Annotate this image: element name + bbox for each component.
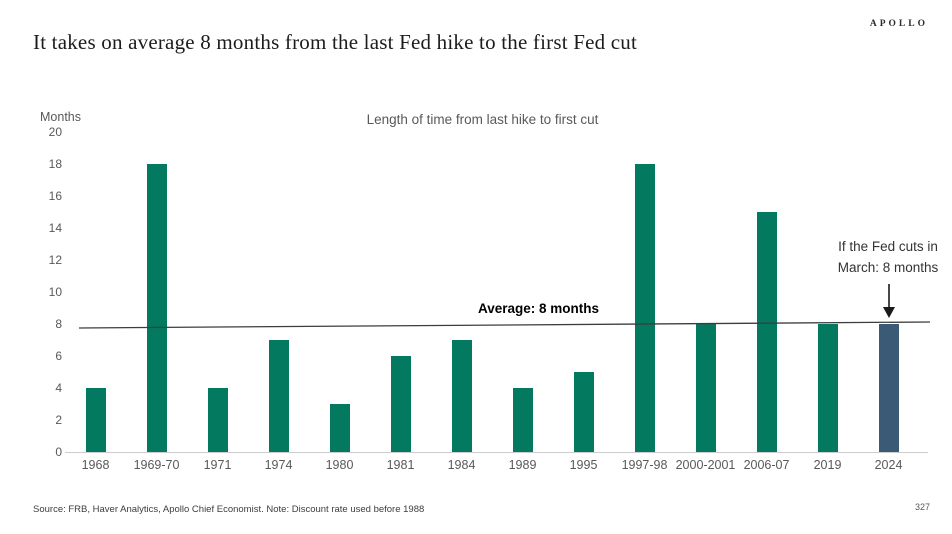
- y-tick-14: 14: [48, 221, 62, 235]
- page-title: It takes on average 8 months from the la…: [33, 30, 638, 54]
- x-label-2024: 2024: [874, 458, 903, 472]
- x-label-1980: 1980: [325, 458, 354, 472]
- average-line: [78, 321, 931, 329]
- y-tick-0: 0: [55, 445, 62, 459]
- x-label-1968: 1968: [81, 458, 110, 472]
- bar-2000-2001: [695, 324, 716, 452]
- x-label-1989: 1989: [508, 458, 537, 472]
- bar-2024: [878, 324, 899, 452]
- fed-cut-annotation: If the Fed cuts in March: 8 months: [830, 236, 946, 278]
- y-tick-12: 12: [48, 253, 62, 267]
- bar-1974: [268, 340, 289, 452]
- y-tick-18: 18: [48, 157, 62, 171]
- bar-1984: [451, 340, 472, 452]
- y-tick-8: 8: [55, 317, 62, 331]
- x-label-1984: 1984: [447, 458, 476, 472]
- x-label-1969-70: 1969-70: [133, 458, 180, 472]
- bar-1989: [512, 388, 533, 452]
- page-number: 327: [914, 502, 930, 512]
- bar-1995: [573, 372, 594, 452]
- y-tick-2: 2: [55, 413, 62, 427]
- annotation-arrow-head: [883, 307, 895, 318]
- bar-1971: [207, 388, 228, 452]
- y-tick-4: 4: [55, 381, 62, 395]
- x-label-1971: 1971: [203, 458, 232, 472]
- bar-1997-98: [634, 164, 655, 452]
- x-label-2019: 2019: [813, 458, 842, 472]
- x-label-1981: 1981: [386, 458, 415, 472]
- x-label-1974: 1974: [264, 458, 293, 472]
- x-label-2000-2001: 2000-2001: [675, 458, 736, 472]
- apollo-logo: APOLLO: [869, 19, 928, 29]
- x-axis-baseline: [65, 452, 928, 453]
- annotation-line-2: March: 8 months: [837, 260, 939, 275]
- bar-1981: [390, 356, 411, 452]
- x-label-2006-07: 2006-07: [743, 458, 790, 472]
- source-note: Source: FRB, Haver Analytics, Apollo Chi…: [33, 504, 425, 515]
- y-tick-10: 10: [48, 285, 62, 299]
- x-label-1997-98: 1997-98: [621, 458, 668, 472]
- bar-1980: [329, 404, 350, 452]
- bar-2019: [817, 324, 838, 452]
- annotation-line-1: If the Fed cuts in: [838, 239, 938, 254]
- y-tick-16: 16: [48, 189, 62, 203]
- bar-2006-07: [756, 212, 777, 452]
- y-tick-20: 20: [48, 125, 62, 139]
- x-label-1995: 1995: [569, 458, 598, 472]
- bar-1968: [85, 388, 106, 452]
- chart-title: Length of time from last hike to first c…: [366, 112, 599, 127]
- y-axis-unit-label: Months: [40, 110, 81, 124]
- average-line-label: Average: 8 months: [478, 301, 600, 316]
- bar-1969-70: [146, 164, 167, 452]
- y-tick-6: 6: [55, 349, 62, 363]
